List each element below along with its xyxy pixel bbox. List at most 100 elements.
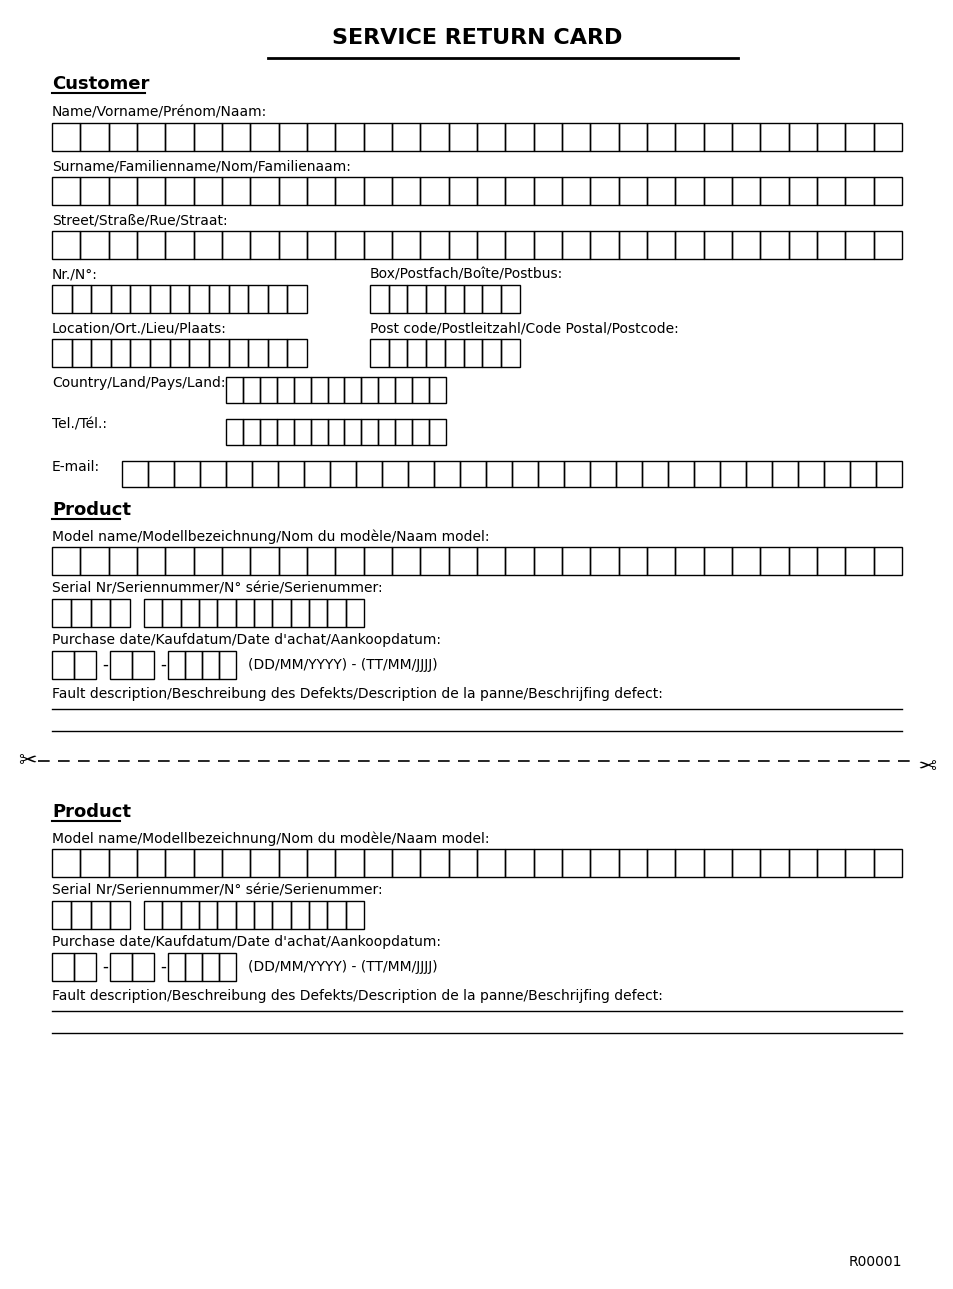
- Bar: [363, 849, 392, 877]
- Bar: [590, 231, 618, 259]
- Bar: [675, 547, 703, 575]
- Bar: [459, 461, 485, 487]
- Bar: [180, 599, 199, 626]
- Bar: [287, 339, 307, 367]
- Text: Purchase date/Kaufdatum/Date d'achat/Aankoopdatum:: Purchase date/Kaufdatum/Date d'achat/Aan…: [52, 633, 440, 647]
- Bar: [132, 651, 153, 679]
- Bar: [482, 285, 500, 313]
- Bar: [202, 953, 219, 981]
- Bar: [268, 339, 287, 367]
- Bar: [703, 177, 731, 205]
- Bar: [618, 547, 646, 575]
- Bar: [165, 122, 193, 151]
- Text: Name/Vorname/Prénom/Naam:: Name/Vorname/Prénom/Naam:: [52, 104, 267, 119]
- Bar: [222, 547, 250, 575]
- Bar: [91, 285, 111, 313]
- Bar: [165, 177, 193, 205]
- Bar: [253, 599, 272, 626]
- Bar: [429, 376, 446, 403]
- Bar: [720, 461, 745, 487]
- Bar: [618, 231, 646, 259]
- Bar: [361, 419, 378, 445]
- Text: Model name/Modellbezeichnung/Nom du modèle/Naam model:: Model name/Modellbezeichnung/Nom du modè…: [52, 528, 489, 544]
- Bar: [618, 122, 646, 151]
- Bar: [788, 177, 816, 205]
- Bar: [52, 177, 80, 205]
- Bar: [505, 547, 533, 575]
- Bar: [476, 122, 505, 151]
- Bar: [219, 953, 235, 981]
- Bar: [873, 849, 901, 877]
- Bar: [388, 285, 407, 313]
- Text: ✂: ✂: [917, 751, 935, 771]
- Bar: [760, 231, 788, 259]
- Bar: [537, 461, 563, 487]
- Bar: [137, 231, 165, 259]
- Text: Surname/Familienname/Nom/Familienaam:: Surname/Familienname/Nom/Familienaam:: [52, 159, 351, 173]
- Bar: [641, 461, 667, 487]
- Bar: [180, 901, 199, 929]
- Bar: [844, 547, 873, 575]
- Bar: [392, 122, 420, 151]
- Bar: [395, 419, 412, 445]
- Bar: [618, 849, 646, 877]
- Bar: [330, 461, 355, 487]
- Bar: [395, 376, 412, 403]
- Bar: [307, 122, 335, 151]
- Bar: [873, 122, 901, 151]
- Bar: [500, 339, 519, 367]
- Text: Tel./Tél.:: Tel./Tél.:: [52, 418, 107, 432]
- Bar: [165, 849, 193, 877]
- Bar: [168, 651, 185, 679]
- Bar: [185, 953, 202, 981]
- Bar: [162, 901, 180, 929]
- Text: R00001: R00001: [847, 1255, 901, 1268]
- Bar: [235, 599, 253, 626]
- Bar: [202, 651, 219, 679]
- Bar: [533, 231, 561, 259]
- Bar: [52, 599, 71, 626]
- Bar: [745, 461, 771, 487]
- Bar: [226, 419, 243, 445]
- Bar: [307, 177, 335, 205]
- Bar: [589, 461, 616, 487]
- Bar: [209, 339, 229, 367]
- Bar: [226, 376, 243, 403]
- Bar: [505, 122, 533, 151]
- Bar: [185, 651, 202, 679]
- Text: Model name/Modellbezeichnung/Nom du modèle/Naam model:: Model name/Modellbezeichnung/Nom du modè…: [52, 831, 489, 846]
- Bar: [243, 376, 259, 403]
- Bar: [345, 599, 364, 626]
- Bar: [463, 339, 482, 367]
- Bar: [131, 285, 150, 313]
- Bar: [222, 849, 250, 877]
- Bar: [80, 231, 109, 259]
- Bar: [199, 599, 217, 626]
- Bar: [646, 177, 675, 205]
- Bar: [74, 953, 96, 981]
- Bar: [137, 122, 165, 151]
- Bar: [646, 849, 675, 877]
- Bar: [788, 122, 816, 151]
- Bar: [448, 122, 476, 151]
- Bar: [500, 285, 519, 313]
- Bar: [168, 953, 185, 981]
- Bar: [80, 849, 109, 877]
- Bar: [426, 285, 444, 313]
- Bar: [760, 177, 788, 205]
- Bar: [335, 177, 363, 205]
- Bar: [444, 339, 463, 367]
- Bar: [444, 285, 463, 313]
- Bar: [199, 901, 217, 929]
- Bar: [327, 599, 345, 626]
- Bar: [52, 122, 80, 151]
- Bar: [344, 376, 361, 403]
- Bar: [420, 177, 448, 205]
- Bar: [110, 953, 132, 981]
- Bar: [392, 231, 420, 259]
- Bar: [217, 599, 235, 626]
- Bar: [420, 231, 448, 259]
- Bar: [731, 849, 760, 877]
- Bar: [844, 177, 873, 205]
- Bar: [788, 849, 816, 877]
